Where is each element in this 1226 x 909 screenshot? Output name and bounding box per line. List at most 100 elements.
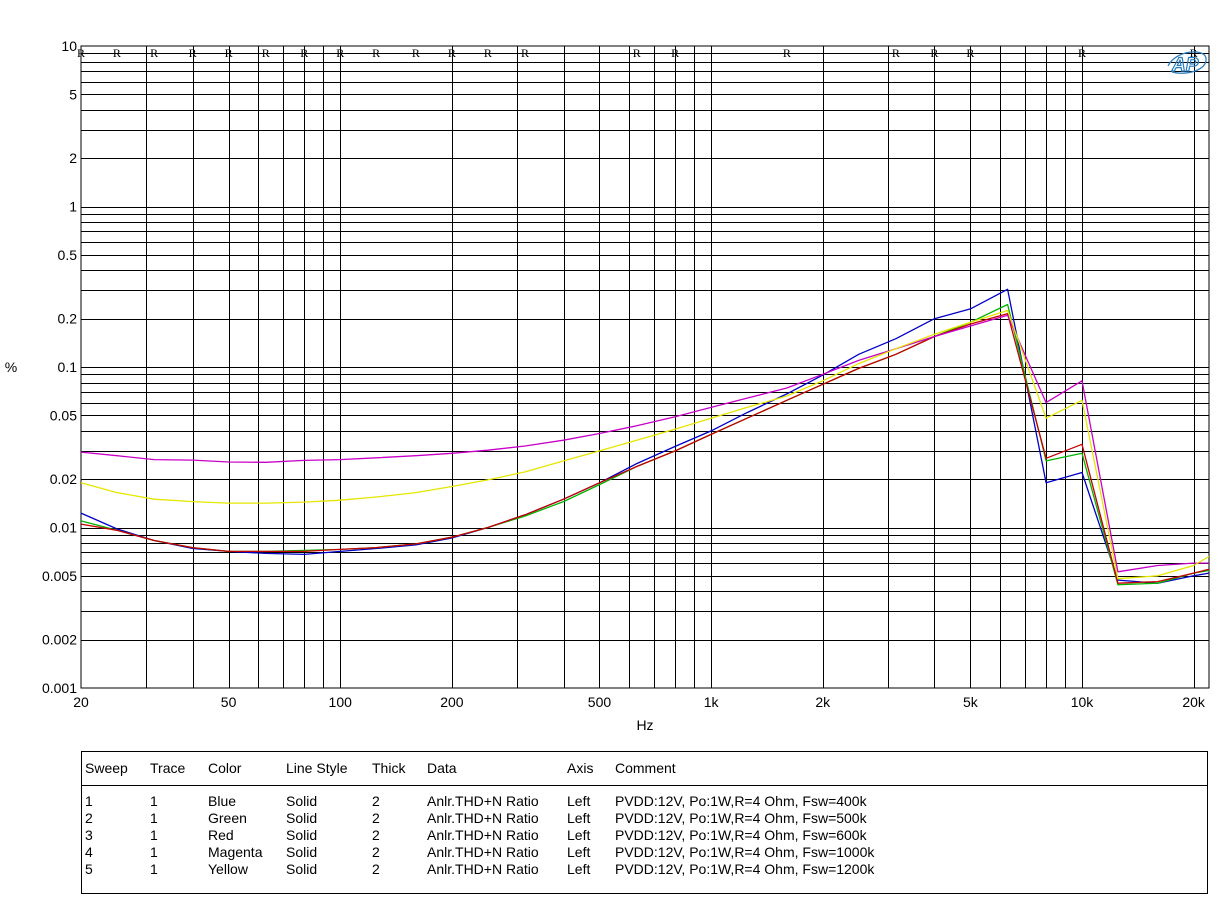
legend-trace: 1 bbox=[150, 861, 158, 877]
x-tick-label: 10k bbox=[1071, 694, 1095, 710]
legend-data: Anlr.THD+N Ratio bbox=[427, 793, 539, 809]
y-tick-label: 0.002 bbox=[42, 632, 77, 648]
x-tick-label: 20 bbox=[73, 694, 89, 710]
r-marker: R bbox=[966, 46, 974, 60]
header-sweep: Sweep bbox=[85, 760, 128, 776]
r-marker: R bbox=[892, 46, 900, 60]
y-tick-label: 1 bbox=[69, 199, 77, 215]
y-tick-label: 0.5 bbox=[58, 247, 78, 263]
y-tick-label: 0.1 bbox=[58, 359, 78, 375]
r-marker: R bbox=[521, 46, 529, 60]
r-marker: R bbox=[262, 46, 270, 60]
x-tick-label: 500 bbox=[588, 694, 612, 710]
series-line-1 bbox=[80, 288, 1210, 584]
ap-logo-icon: AP bbox=[1167, 51, 1207, 77]
legend-table-header: Sweep Trace Color Line Style Thick Data … bbox=[82, 760, 1207, 780]
legend-comment: PVDD:12V, Po:1W,R=4 Ohm, Fsw=500k bbox=[615, 810, 867, 826]
legend-trace: 1 bbox=[150, 810, 158, 826]
series-line-2 bbox=[80, 303, 1210, 586]
r-marker: R bbox=[372, 46, 380, 60]
y-tick-labels: 10 5 2 1 0.5 0.2 0.1 0.05 0.02 0.01 0.005 0.002 0.00… bbox=[42, 38, 77, 696]
x-tick-label: 20k bbox=[1182, 694, 1206, 710]
legend-axis: Left bbox=[567, 827, 591, 843]
x-tick-label: 2k bbox=[815, 694, 831, 710]
r-marker: R bbox=[113, 46, 121, 60]
legend-sweep: 4 bbox=[85, 844, 93, 860]
legend-trace: 1 bbox=[150, 827, 158, 843]
y-tick-label: 10 bbox=[61, 38, 77, 54]
r-marker: R bbox=[189, 46, 197, 60]
legend-row: 4 1 Magenta Solid 2 Anlr.THD+N Ratio Lef… bbox=[82, 844, 1207, 861]
legend-thick: 2 bbox=[372, 861, 380, 877]
legend-thick: 2 bbox=[372, 810, 380, 826]
legend-trace: 1 bbox=[150, 844, 158, 860]
r-marker: R bbox=[1078, 46, 1086, 60]
series-line-5 bbox=[80, 309, 1210, 580]
legend-axis: Left bbox=[567, 844, 591, 860]
header-axis: Axis bbox=[567, 760, 594, 776]
legend-comment: PVDD:12V, Po:1W,R=4 Ohm, Fsw=1200k bbox=[615, 861, 875, 877]
y-tick-label: 0.05 bbox=[50, 407, 77, 423]
header-trace: Trace bbox=[150, 760, 186, 776]
legend-color: Yellow bbox=[208, 861, 248, 877]
legend-data: Anlr.THD+N Ratio bbox=[427, 810, 539, 826]
legend-comment: PVDD:12V, Po:1W,R=4 Ohm, Fsw=1000k bbox=[615, 844, 875, 860]
y-tick-label: 0.2 bbox=[58, 311, 78, 327]
legend-thick: 2 bbox=[372, 793, 380, 809]
legend-color: Green bbox=[208, 810, 247, 826]
y-tick-label: 0.005 bbox=[42, 568, 77, 584]
r-marker: R bbox=[412, 46, 420, 60]
legend-row: 2 1 Green Solid 2 Anlr.THD+N Ratio Left … bbox=[82, 810, 1207, 827]
legend-color: Red bbox=[208, 827, 234, 843]
y-tick-label: 2 bbox=[69, 150, 77, 166]
legend-thick: 2 bbox=[372, 827, 380, 843]
legend-sweep: 5 bbox=[85, 861, 93, 877]
legend-color: Blue bbox=[208, 793, 237, 809]
x-tick-label: 1k bbox=[704, 694, 720, 710]
header-data: Data bbox=[427, 760, 457, 776]
r-marker: R bbox=[336, 46, 344, 60]
legend-thick: 2 bbox=[372, 844, 380, 860]
header-color: Color bbox=[208, 760, 242, 776]
r-marker: R bbox=[484, 46, 492, 60]
legend-comment: PVDD:12V, Po:1W,R=4 Ohm, Fsw=400k bbox=[615, 793, 867, 809]
r-marker: R bbox=[448, 46, 456, 60]
r-marker: R bbox=[783, 46, 791, 60]
r-marker: R bbox=[633, 46, 641, 60]
r-marker: R bbox=[77, 46, 85, 60]
y-axis-title: % bbox=[5, 359, 17, 375]
x-tick-labels: 20 50 100 200 500 1k 2k 5k 10k 20k bbox=[73, 694, 1206, 710]
x-axis-title: Hz bbox=[636, 717, 653, 733]
r-marker: R bbox=[150, 46, 158, 60]
legend-trace: 1 bbox=[150, 793, 158, 809]
legend-color: Magenta bbox=[208, 844, 263, 860]
legend-axis: Left bbox=[567, 793, 591, 809]
r-marker: R bbox=[930, 46, 938, 60]
r-marker: R bbox=[671, 46, 679, 60]
legend-style: Solid bbox=[286, 810, 318, 826]
legend-style: Solid bbox=[286, 844, 318, 860]
header-thick: Thick bbox=[372, 760, 406, 776]
chart-grid bbox=[80, 45, 1210, 689]
x-tick-label: 100 bbox=[329, 694, 353, 710]
r-marker: R bbox=[300, 46, 308, 60]
r-marker: R bbox=[1190, 46, 1198, 60]
y-tick-label: 0.01 bbox=[50, 520, 77, 536]
x-tick-label: 200 bbox=[440, 694, 464, 710]
legend-data: Anlr.THD+N Ratio bbox=[427, 827, 539, 843]
x-tick-label: 5k bbox=[963, 694, 979, 710]
legend-header-divider bbox=[82, 785, 1207, 786]
y-tick-label: 0.02 bbox=[50, 471, 77, 487]
legend-style: Solid bbox=[286, 861, 318, 877]
legend-axis: Left bbox=[567, 861, 591, 877]
header-comment: Comment bbox=[615, 760, 676, 776]
y-tick-label: 5 bbox=[69, 86, 77, 102]
svg-text:AP: AP bbox=[1171, 55, 1199, 76]
y-tick-label: 0.001 bbox=[42, 680, 77, 696]
legend-sweep: 3 bbox=[85, 827, 93, 843]
x-tick-label: 50 bbox=[221, 694, 237, 710]
legend-sweep: 1 bbox=[85, 793, 93, 809]
legend-row: 1 1 Blue Solid 2 Anlr.THD+N Ratio Left P… bbox=[82, 793, 1207, 810]
legend-data: Anlr.THD+N Ratio bbox=[427, 861, 539, 877]
